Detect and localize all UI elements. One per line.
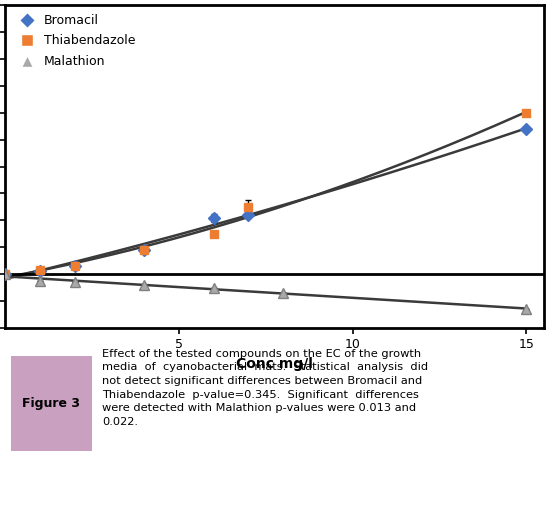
FancyBboxPatch shape [11, 356, 92, 451]
Text: Effect of the tested compounds on the EC of the growth
media  of  cyanobacterial: Effect of the tested compounds on the EC… [102, 349, 428, 427]
Legend: Bromacil, Thiabendazole, Malathion: Bromacil, Thiabendazole, Malathion [12, 12, 138, 71]
Text: Figure 3: Figure 3 [22, 397, 80, 411]
X-axis label: Conc mg/l: Conc mg/l [236, 357, 313, 371]
